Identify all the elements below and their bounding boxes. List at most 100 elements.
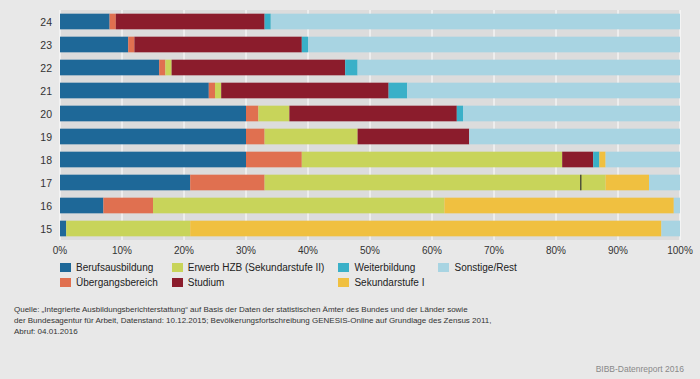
bar-segment bbox=[562, 152, 593, 168]
bar-segment bbox=[60, 60, 159, 76]
bar-segment bbox=[265, 14, 271, 30]
bar-segment bbox=[159, 60, 165, 76]
x-tick-label: 40% bbox=[298, 245, 318, 256]
bar-segment bbox=[606, 152, 680, 168]
legend-label: Sonstige/Rest bbox=[454, 262, 516, 273]
bar-segment bbox=[389, 83, 408, 99]
x-tick-label: 100% bbox=[667, 245, 693, 256]
bar-segment bbox=[116, 14, 265, 30]
bar-segment bbox=[60, 152, 246, 168]
series bbox=[271, 14, 680, 237]
legend-item: Berufsausbildung bbox=[60, 262, 158, 273]
bar-segment bbox=[60, 175, 190, 191]
bar-segment bbox=[165, 60, 171, 76]
y-tick-label: 18 bbox=[40, 154, 52, 166]
legend-swatch bbox=[172, 263, 183, 272]
legend-label: Erwerb HZB (Sekundarstufe II) bbox=[188, 262, 325, 273]
y-tick-label: 19 bbox=[40, 131, 52, 143]
x-tick-label: 60% bbox=[422, 245, 442, 256]
legend-swatch bbox=[338, 263, 349, 272]
bar-segment bbox=[190, 175, 264, 191]
x-tick-label: 80% bbox=[546, 245, 566, 256]
source-note: Quelle: „Integrierte Ausbildungsberichte… bbox=[14, 304, 694, 337]
bar-segment bbox=[246, 106, 258, 122]
bar-segment bbox=[153, 198, 444, 214]
bar-segment bbox=[246, 152, 302, 168]
y-tick-label: 24 bbox=[40, 16, 52, 28]
bar-segment bbox=[60, 83, 209, 99]
x-tick-label: 0% bbox=[53, 245, 68, 256]
x-tick-label: 20% bbox=[174, 245, 194, 256]
bar-segment bbox=[258, 106, 289, 122]
legend-item: Studium bbox=[172, 277, 325, 288]
bar-segment bbox=[60, 198, 103, 214]
legend-label: Sekundarstufe I bbox=[354, 277, 424, 288]
bar-segment bbox=[103, 198, 153, 214]
bar-segment bbox=[358, 60, 680, 76]
legend-item: Übergangsbereich bbox=[60, 277, 158, 288]
legend-item: Sonstige/Rest bbox=[438, 262, 516, 273]
bar-segment bbox=[246, 129, 265, 145]
bar-segment bbox=[190, 221, 661, 237]
legend-label: Studium bbox=[188, 277, 225, 288]
bar-segment bbox=[271, 14, 680, 30]
legend-item: Erwerb HZB (Sekundarstufe II) bbox=[172, 262, 325, 273]
legend-label: Übergangsbereich bbox=[76, 277, 158, 288]
bar-segment bbox=[674, 198, 680, 214]
bar-segment bbox=[457, 106, 463, 122]
bar-segment bbox=[215, 83, 221, 99]
y-tick-label: 23 bbox=[40, 39, 52, 51]
x-tick-label: 90% bbox=[608, 245, 628, 256]
bar-segment bbox=[209, 83, 215, 99]
bar-segment bbox=[110, 14, 116, 30]
bar-segment bbox=[308, 37, 680, 53]
bar-segment bbox=[265, 129, 358, 145]
bar-segment bbox=[134, 37, 301, 53]
legend-swatch bbox=[338, 278, 349, 287]
bar-segment bbox=[345, 60, 357, 76]
bar-segment bbox=[60, 106, 246, 122]
bar-segment bbox=[60, 14, 110, 30]
bar-segment bbox=[593, 152, 599, 168]
series bbox=[190, 152, 674, 237]
bar-segment bbox=[66, 221, 190, 237]
y-axis: 15161718192021222324 bbox=[40, 16, 52, 235]
x-tick-label: 10% bbox=[112, 245, 132, 256]
legend-item: Sekundarstufe I bbox=[338, 277, 424, 288]
legend-label: Weiterbildung bbox=[354, 262, 415, 273]
y-tick-label: 20 bbox=[40, 108, 52, 120]
bar-segment bbox=[606, 175, 649, 191]
y-tick-label: 22 bbox=[40, 62, 52, 74]
bar-segment bbox=[302, 37, 308, 53]
bar-segment bbox=[407, 83, 680, 99]
bar-segment bbox=[358, 129, 470, 145]
bar-segment bbox=[649, 175, 680, 191]
credit: BIBB-Datenreport 2016 bbox=[596, 364, 684, 374]
x-axis: 0%10%20%30%40%50%60%70%80%90%100% bbox=[53, 245, 693, 256]
legend-swatch bbox=[172, 278, 183, 287]
y-tick-label: 15 bbox=[40, 223, 52, 235]
legend-label: Berufsausbildung bbox=[76, 262, 153, 273]
marker-line bbox=[580, 175, 581, 191]
bars bbox=[60, 14, 680, 237]
bar-segment bbox=[265, 175, 606, 191]
bar-segment bbox=[444, 198, 673, 214]
y-tick-label: 21 bbox=[40, 85, 52, 97]
legend: Berufsausbildung Übergangsbereich Erwerb H… bbox=[60, 262, 517, 288]
bar-segment bbox=[289, 106, 456, 122]
bar-segment bbox=[302, 152, 562, 168]
bar-segment bbox=[60, 129, 246, 145]
x-tick-label: 30% bbox=[236, 245, 256, 256]
legend-item: Weiterbildung bbox=[338, 262, 424, 273]
grid bbox=[60, 10, 680, 240]
bar-segment bbox=[469, 129, 680, 145]
bar-segment bbox=[221, 83, 388, 99]
legend-swatch bbox=[60, 263, 71, 272]
bar-segment bbox=[172, 60, 346, 76]
legend-swatch bbox=[438, 263, 449, 272]
legend-swatch bbox=[60, 278, 71, 287]
y-tick-label: 16 bbox=[40, 200, 52, 212]
bar-segment bbox=[60, 221, 66, 237]
plot-area bbox=[60, 10, 680, 240]
bar-segment bbox=[463, 106, 680, 122]
